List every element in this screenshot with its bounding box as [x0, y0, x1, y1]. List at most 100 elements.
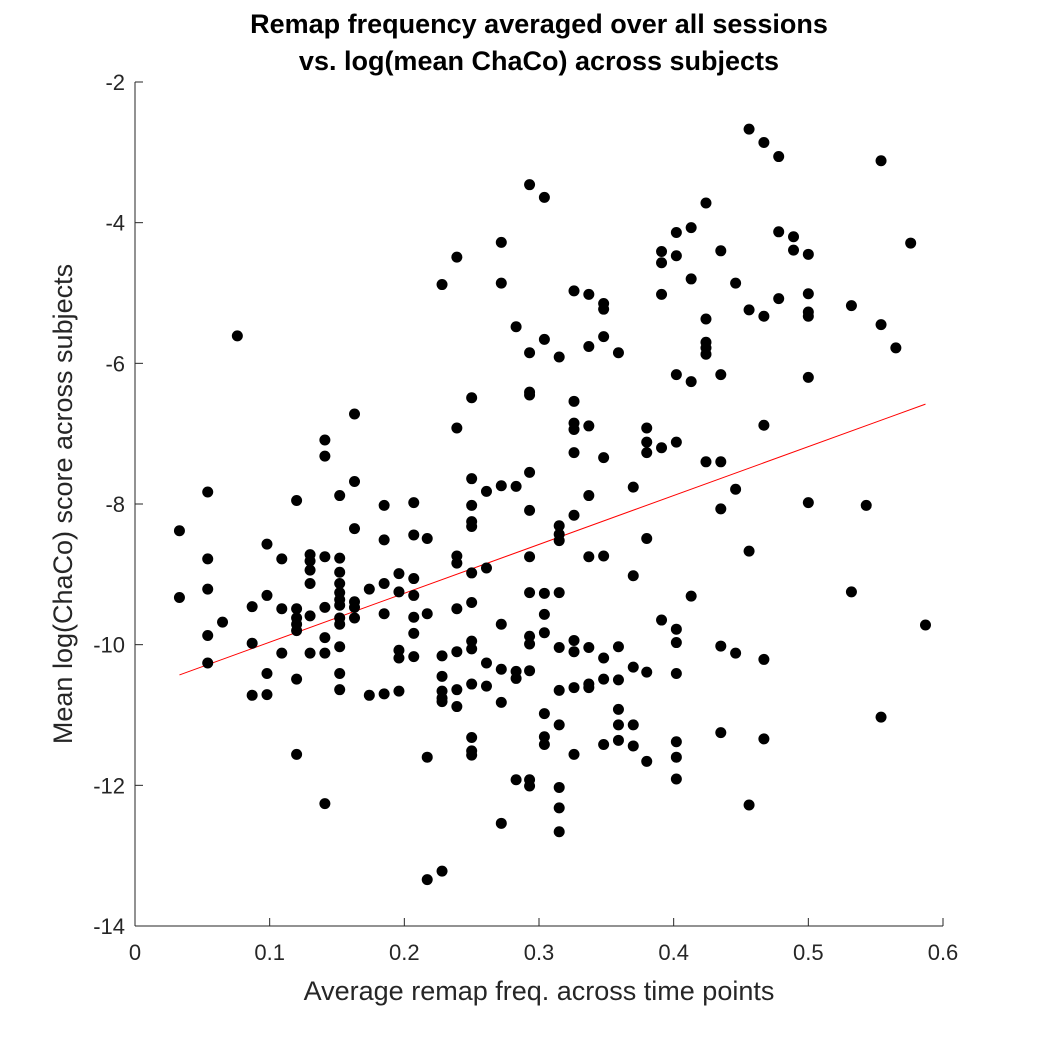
data-point	[568, 285, 580, 297]
data-point	[393, 652, 405, 664]
data-point	[670, 773, 682, 785]
data-point	[553, 535, 565, 547]
data-point	[583, 420, 595, 432]
data-point	[349, 523, 361, 535]
data-point	[700, 313, 712, 325]
data-point	[612, 641, 624, 653]
data-point	[538, 708, 550, 720]
data-point	[568, 682, 580, 694]
data-point	[510, 672, 522, 684]
data-point	[845, 586, 857, 598]
data-point	[334, 684, 346, 696]
data-point	[393, 685, 405, 697]
data-point	[875, 711, 887, 723]
data-point	[860, 499, 872, 511]
data-point	[641, 666, 653, 678]
chart-title-line-2: vs. log(mean ChaCo) across subjects	[299, 46, 779, 76]
data-point	[451, 557, 463, 569]
data-point	[802, 497, 814, 509]
data-point	[495, 236, 507, 248]
data-point	[553, 802, 565, 814]
data-point	[730, 483, 742, 495]
data-point	[743, 304, 755, 316]
data-point	[408, 573, 420, 585]
data-point	[758, 310, 770, 322]
data-point	[246, 689, 258, 701]
data-point	[685, 273, 697, 285]
y-tick-label: -12	[93, 773, 125, 798]
data-point	[276, 603, 288, 615]
data-point	[773, 151, 785, 163]
data-point	[715, 727, 727, 739]
data-point	[641, 532, 653, 544]
data-point	[524, 389, 536, 401]
data-point	[670, 250, 682, 262]
data-point	[743, 545, 755, 557]
data-point	[627, 740, 639, 752]
y-tick-label: -14	[93, 914, 125, 939]
data-point	[627, 481, 639, 493]
data-point	[393, 568, 405, 580]
data-point	[334, 552, 346, 564]
data-point	[685, 222, 697, 234]
y-tick-label: -8	[105, 492, 125, 517]
data-point	[700, 348, 712, 360]
data-point	[612, 674, 624, 686]
data-point	[334, 599, 346, 611]
data-point	[349, 408, 361, 420]
data-point	[641, 755, 653, 767]
data-point	[598, 452, 610, 464]
data-point	[451, 646, 463, 658]
data-point	[276, 553, 288, 565]
data-point	[466, 392, 478, 404]
data-point	[715, 456, 727, 468]
data-point	[378, 608, 390, 620]
data-point	[700, 197, 712, 209]
data-point	[538, 739, 550, 751]
data-point	[758, 419, 770, 431]
data-point	[670, 436, 682, 448]
data-point	[393, 644, 405, 656]
data-point	[568, 423, 580, 435]
data-point	[538, 731, 550, 743]
data-point	[421, 608, 433, 620]
data-point	[495, 663, 507, 675]
data-point	[788, 231, 800, 243]
data-point	[553, 719, 565, 731]
data-point	[217, 616, 229, 628]
data-point	[538, 333, 550, 345]
data-point	[670, 751, 682, 763]
data-point	[408, 651, 420, 663]
data-point	[598, 739, 610, 751]
data-point	[890, 342, 902, 354]
data-point	[436, 865, 448, 877]
data-point	[656, 442, 668, 454]
data-point	[670, 369, 682, 381]
data-point	[553, 587, 565, 599]
data-point	[173, 592, 185, 604]
data-point	[758, 733, 770, 745]
data-point	[349, 475, 361, 487]
data-point	[553, 826, 565, 838]
fit-line	[179, 403, 926, 676]
data-point	[845, 300, 857, 312]
data-point	[466, 635, 478, 647]
x-tick-label: 0	[129, 940, 141, 965]
y-tick-label: -6	[105, 351, 125, 376]
data-point	[363, 583, 375, 595]
data-point	[304, 555, 316, 567]
data-point	[802, 310, 814, 322]
data-point	[495, 817, 507, 829]
data-point	[246, 601, 258, 613]
data-point	[291, 603, 303, 615]
data-point	[715, 369, 727, 381]
data-point	[261, 538, 273, 550]
data-point	[334, 641, 346, 653]
data-point	[495, 696, 507, 708]
data-point	[495, 480, 507, 492]
data-point	[730, 647, 742, 659]
data-point	[334, 577, 346, 589]
data-point	[466, 643, 478, 655]
data-point	[670, 736, 682, 748]
